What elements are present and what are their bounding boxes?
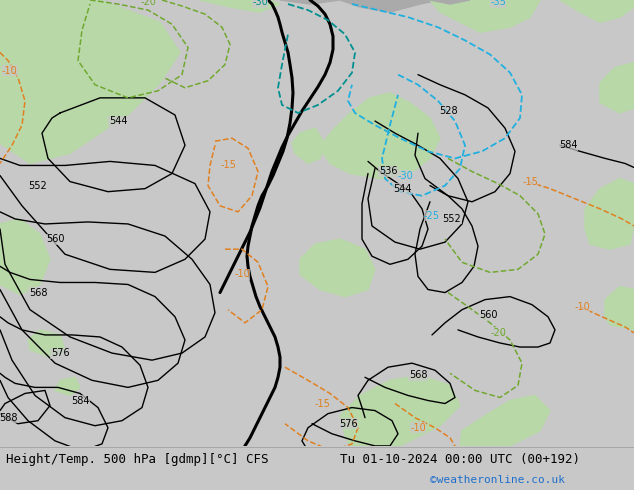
Polygon shape (460, 395, 550, 446)
Text: 576: 576 (339, 419, 358, 429)
Text: 544: 544 (109, 116, 127, 126)
Text: -10: -10 (410, 423, 426, 433)
Polygon shape (28, 330, 65, 357)
Text: 536: 536 (378, 167, 398, 176)
Text: -10: -10 (234, 270, 250, 279)
Polygon shape (430, 0, 540, 32)
Polygon shape (0, 219, 50, 294)
Text: 584: 584 (71, 395, 89, 406)
Text: 552: 552 (443, 214, 462, 224)
Text: 544: 544 (392, 184, 411, 194)
Text: -15: -15 (314, 398, 330, 409)
Polygon shape (200, 0, 280, 12)
Text: 568: 568 (29, 288, 48, 297)
Text: -30: -30 (252, 0, 268, 7)
Text: -10: -10 (574, 302, 590, 312)
Text: Tu 01-10-2024 00:00 UTC (00+192): Tu 01-10-2024 00:00 UTC (00+192) (340, 453, 580, 466)
Text: 528: 528 (439, 106, 457, 116)
Polygon shape (600, 63, 634, 113)
Polygon shape (560, 0, 634, 22)
Text: -20: -20 (140, 0, 156, 7)
Polygon shape (340, 375, 460, 446)
Polygon shape (0, 0, 180, 164)
Polygon shape (585, 178, 634, 249)
Text: -10: -10 (2, 66, 18, 75)
Text: -25: -25 (424, 211, 440, 221)
Text: 568: 568 (409, 370, 427, 380)
Text: -20: -20 (490, 328, 506, 338)
Text: -35: -35 (490, 0, 506, 7)
Text: 576: 576 (51, 348, 69, 358)
Polygon shape (430, 0, 470, 4)
Text: -15: -15 (220, 160, 236, 171)
Polygon shape (280, 0, 340, 4)
Polygon shape (55, 377, 80, 395)
Text: 552: 552 (29, 181, 48, 191)
Polygon shape (340, 0, 440, 12)
Text: -15: -15 (522, 176, 538, 187)
Text: -30: -30 (397, 171, 413, 180)
Polygon shape (292, 128, 325, 164)
Polygon shape (300, 239, 375, 296)
Text: Height/Temp. 500 hPa [gdmp][°C] CFS: Height/Temp. 500 hPa [gdmp][°C] CFS (6, 453, 269, 466)
Text: 560: 560 (46, 234, 64, 244)
Text: 584: 584 (559, 140, 577, 150)
Text: 560: 560 (479, 310, 497, 320)
Polygon shape (605, 287, 634, 330)
Text: 588: 588 (0, 413, 17, 423)
Polygon shape (320, 93, 440, 178)
Text: ©weatheronline.co.uk: ©weatheronline.co.uk (430, 475, 565, 485)
